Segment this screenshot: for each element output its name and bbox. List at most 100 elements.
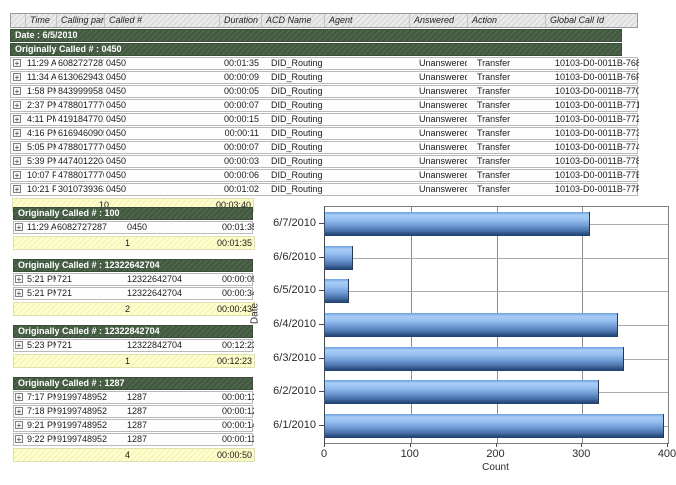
summary-duration: 00:01:35: [216, 238, 252, 248]
cell-agent: [324, 156, 409, 167]
group-rows: + 11:29 AM 6082727287 0450 00:01:35: [13, 221, 254, 234]
table-row[interactable]: + 11:29 AM 6082727287 0450 00:01:35 DID_…: [10, 57, 639, 70]
cell-acd-name: DID_Routing: [271, 184, 323, 194]
bar-6-1-2010: [325, 414, 664, 438]
cell-time: 9:22 PM: [27, 434, 56, 444]
table-row[interactable]: + 5:21 PM 721 12322642704 00:00:09: [13, 273, 254, 286]
cell-answered: Unanswered: [419, 184, 467, 194]
cell-time: 7:17 PM: [27, 392, 56, 402]
expand-plus-icon[interactable]: +: [15, 223, 23, 232]
expand-plus-icon[interactable]: +: [13, 157, 21, 166]
group-header-band: Originally Called # : 1287: [13, 377, 253, 390]
expand-plus-icon[interactable]: +: [13, 73, 21, 82]
call-group-section: Originally Called # : 12322642704 + 5:21…: [13, 259, 255, 316]
cell-called: 0450: [106, 86, 127, 96]
cell-duration: 00:00:09: [223, 72, 259, 82]
cell-agent: [324, 142, 409, 153]
cell-called: 12322642704: [127, 288, 183, 298]
cell-duration: 00:00:34: [222, 288, 254, 298]
cell-time: 4:11 PM: [27, 114, 56, 124]
expand-plus-icon[interactable]: +: [13, 143, 21, 152]
y-tick-label: 6/4/2010: [273, 318, 316, 330]
cell-agent: [324, 184, 409, 195]
group-band-0450: Originally Called # : 0450: [10, 43, 622, 56]
bar-6-7-2010: [325, 212, 590, 236]
column-header-agent: Agent: [324, 14, 409, 27]
expand-plus-icon[interactable]: +: [15, 289, 23, 298]
table-row[interactable]: + 4:11 PM 4191847701 0450 00:00:15 DID_R…: [10, 113, 639, 126]
cell-calling-party: 9199748952: [57, 434, 108, 444]
y-tick-mark: [319, 324, 324, 325]
x-tick-mark: [667, 443, 668, 447]
table-row[interactable]: + 5:23 PM 721 12322842704 00:12:23: [13, 339, 254, 352]
expand-cell: +: [14, 434, 26, 445]
column-header-answered: Answered: [409, 14, 467, 27]
cell-acd-name: DID_Routing: [271, 170, 323, 180]
expand-plus-icon[interactable]: +: [13, 171, 21, 180]
x-tick-mark: [495, 443, 497, 447]
expand-cell: +: [14, 392, 26, 403]
bar-6-5-2010: [325, 279, 349, 303]
expand-plus-icon[interactable]: +: [13, 87, 21, 96]
cell-time: 5:05 PM: [27, 142, 56, 152]
y-tick-mark: [319, 223, 324, 224]
cell-duration: 00:00:11: [222, 434, 254, 444]
cell-duration: 00:00:12: [222, 406, 254, 416]
cell-calling-party: 6169460905: [58, 128, 104, 138]
cell-duration: 00:01:02: [223, 184, 259, 194]
expand-cell: +: [11, 72, 25, 83]
group-header-band: Originally Called # : 12322842704: [13, 325, 253, 338]
cell-answered: Unanswered: [419, 128, 467, 138]
cell-duration: 00:00:11: [224, 128, 259, 138]
cell-duration: 00:00:15: [223, 114, 259, 124]
cell-calling-party: 4788017770: [58, 142, 104, 152]
table-row[interactable]: + 7:17 PM 9199748952 1287 00:00:13: [13, 391, 254, 404]
cell-action: Transfer: [477, 58, 511, 68]
table-row[interactable]: + 7:18 PM 9199748952 1287 00:00:12: [13, 405, 254, 418]
cell-agent: [324, 100, 409, 111]
cell-time: 10:07 PM: [27, 170, 56, 180]
table-row[interactable]: + 5:21 PM 721 12322642704 00:00:34: [13, 287, 254, 300]
cell-duration: 00:00:07: [223, 100, 259, 110]
expand-plus-icon[interactable]: +: [13, 185, 21, 194]
expand-plus-icon[interactable]: +: [13, 129, 21, 138]
expand-cell: +: [11, 114, 25, 125]
cell-time: 11:29 AM: [27, 58, 56, 68]
group-summary-row: 1 00:01:35: [13, 236, 255, 250]
cell-duration: 00:01:35: [223, 58, 259, 68]
expand-plus-icon[interactable]: +: [15, 407, 23, 416]
cell-acd-name: DID_Routing: [271, 72, 323, 82]
category-line: [325, 258, 668, 259]
table-row[interactable]: + 5:05 PM 4788017770 0450 00:00:07 DID_R…: [10, 141, 639, 154]
call-group-section: Originally Called # : 1287 + 7:17 PM 919…: [13, 377, 255, 462]
cell-calling-party: 3010739363: [58, 184, 104, 194]
table-row[interactable]: + 1:58 PM 8439999581 0450 00:00:05 DID_R…: [10, 85, 639, 98]
table-row[interactable]: + 5:39 PM 4474012204 0450 00:00:03 DID_R…: [10, 155, 639, 168]
group-header-band: Originally Called # : 12322642704: [13, 259, 253, 272]
expand-plus-icon[interactable]: +: [15, 435, 23, 444]
expand-plus-icon[interactable]: +: [15, 393, 23, 402]
table-row[interactable]: + 9:22 PM 9199748952 1287 00:00:11: [13, 433, 254, 446]
y-tick-mark: [319, 290, 324, 291]
x-tick-label: 200: [486, 448, 505, 460]
table-row[interactable]: + 10:07 PM 4788017770 0450 00:00:06 DID_…: [10, 169, 639, 182]
expand-plus-icon[interactable]: +: [13, 115, 21, 124]
table-row[interactable]: + 2:37 PM 4788017770 0450 00:00:07 DID_R…: [10, 99, 639, 112]
table-row[interactable]: + 9:21 PM 9199748952 1287 00:00:14: [13, 419, 254, 432]
cell-time: 5:39 PM: [27, 156, 56, 166]
table-row[interactable]: + 11:29 AM 6082727287 0450 00:01:35: [13, 221, 254, 234]
table-row[interactable]: + 10:21 PM 3010739363 0450 00:01:02 DID_…: [10, 183, 639, 196]
table-row[interactable]: + 11:34 AM 6130629432 0450 00:00:09 DID_…: [10, 71, 639, 84]
expand-plus-icon[interactable]: +: [13, 59, 21, 68]
table-row[interactable]: + 4:16 PM 6169460905 0450 00:00:11 DID_R…: [10, 127, 639, 140]
bar-6-2-2010: [325, 380, 599, 404]
group-rows: + 7:17 PM 9199748952 1287 00:00:13 + 7:1…: [13, 391, 254, 446]
cell-action: Transfer: [477, 114, 511, 124]
expand-plus-icon[interactable]: +: [15, 275, 23, 284]
cell-time: 5:23 PM: [27, 340, 56, 350]
cell-called: 12322842704: [127, 340, 183, 350]
expand-plus-icon[interactable]: +: [13, 101, 21, 110]
y-tick-label: 6/7/2010: [273, 217, 316, 229]
expand-plus-icon[interactable]: +: [15, 421, 23, 430]
expand-plus-icon[interactable]: +: [15, 341, 23, 350]
